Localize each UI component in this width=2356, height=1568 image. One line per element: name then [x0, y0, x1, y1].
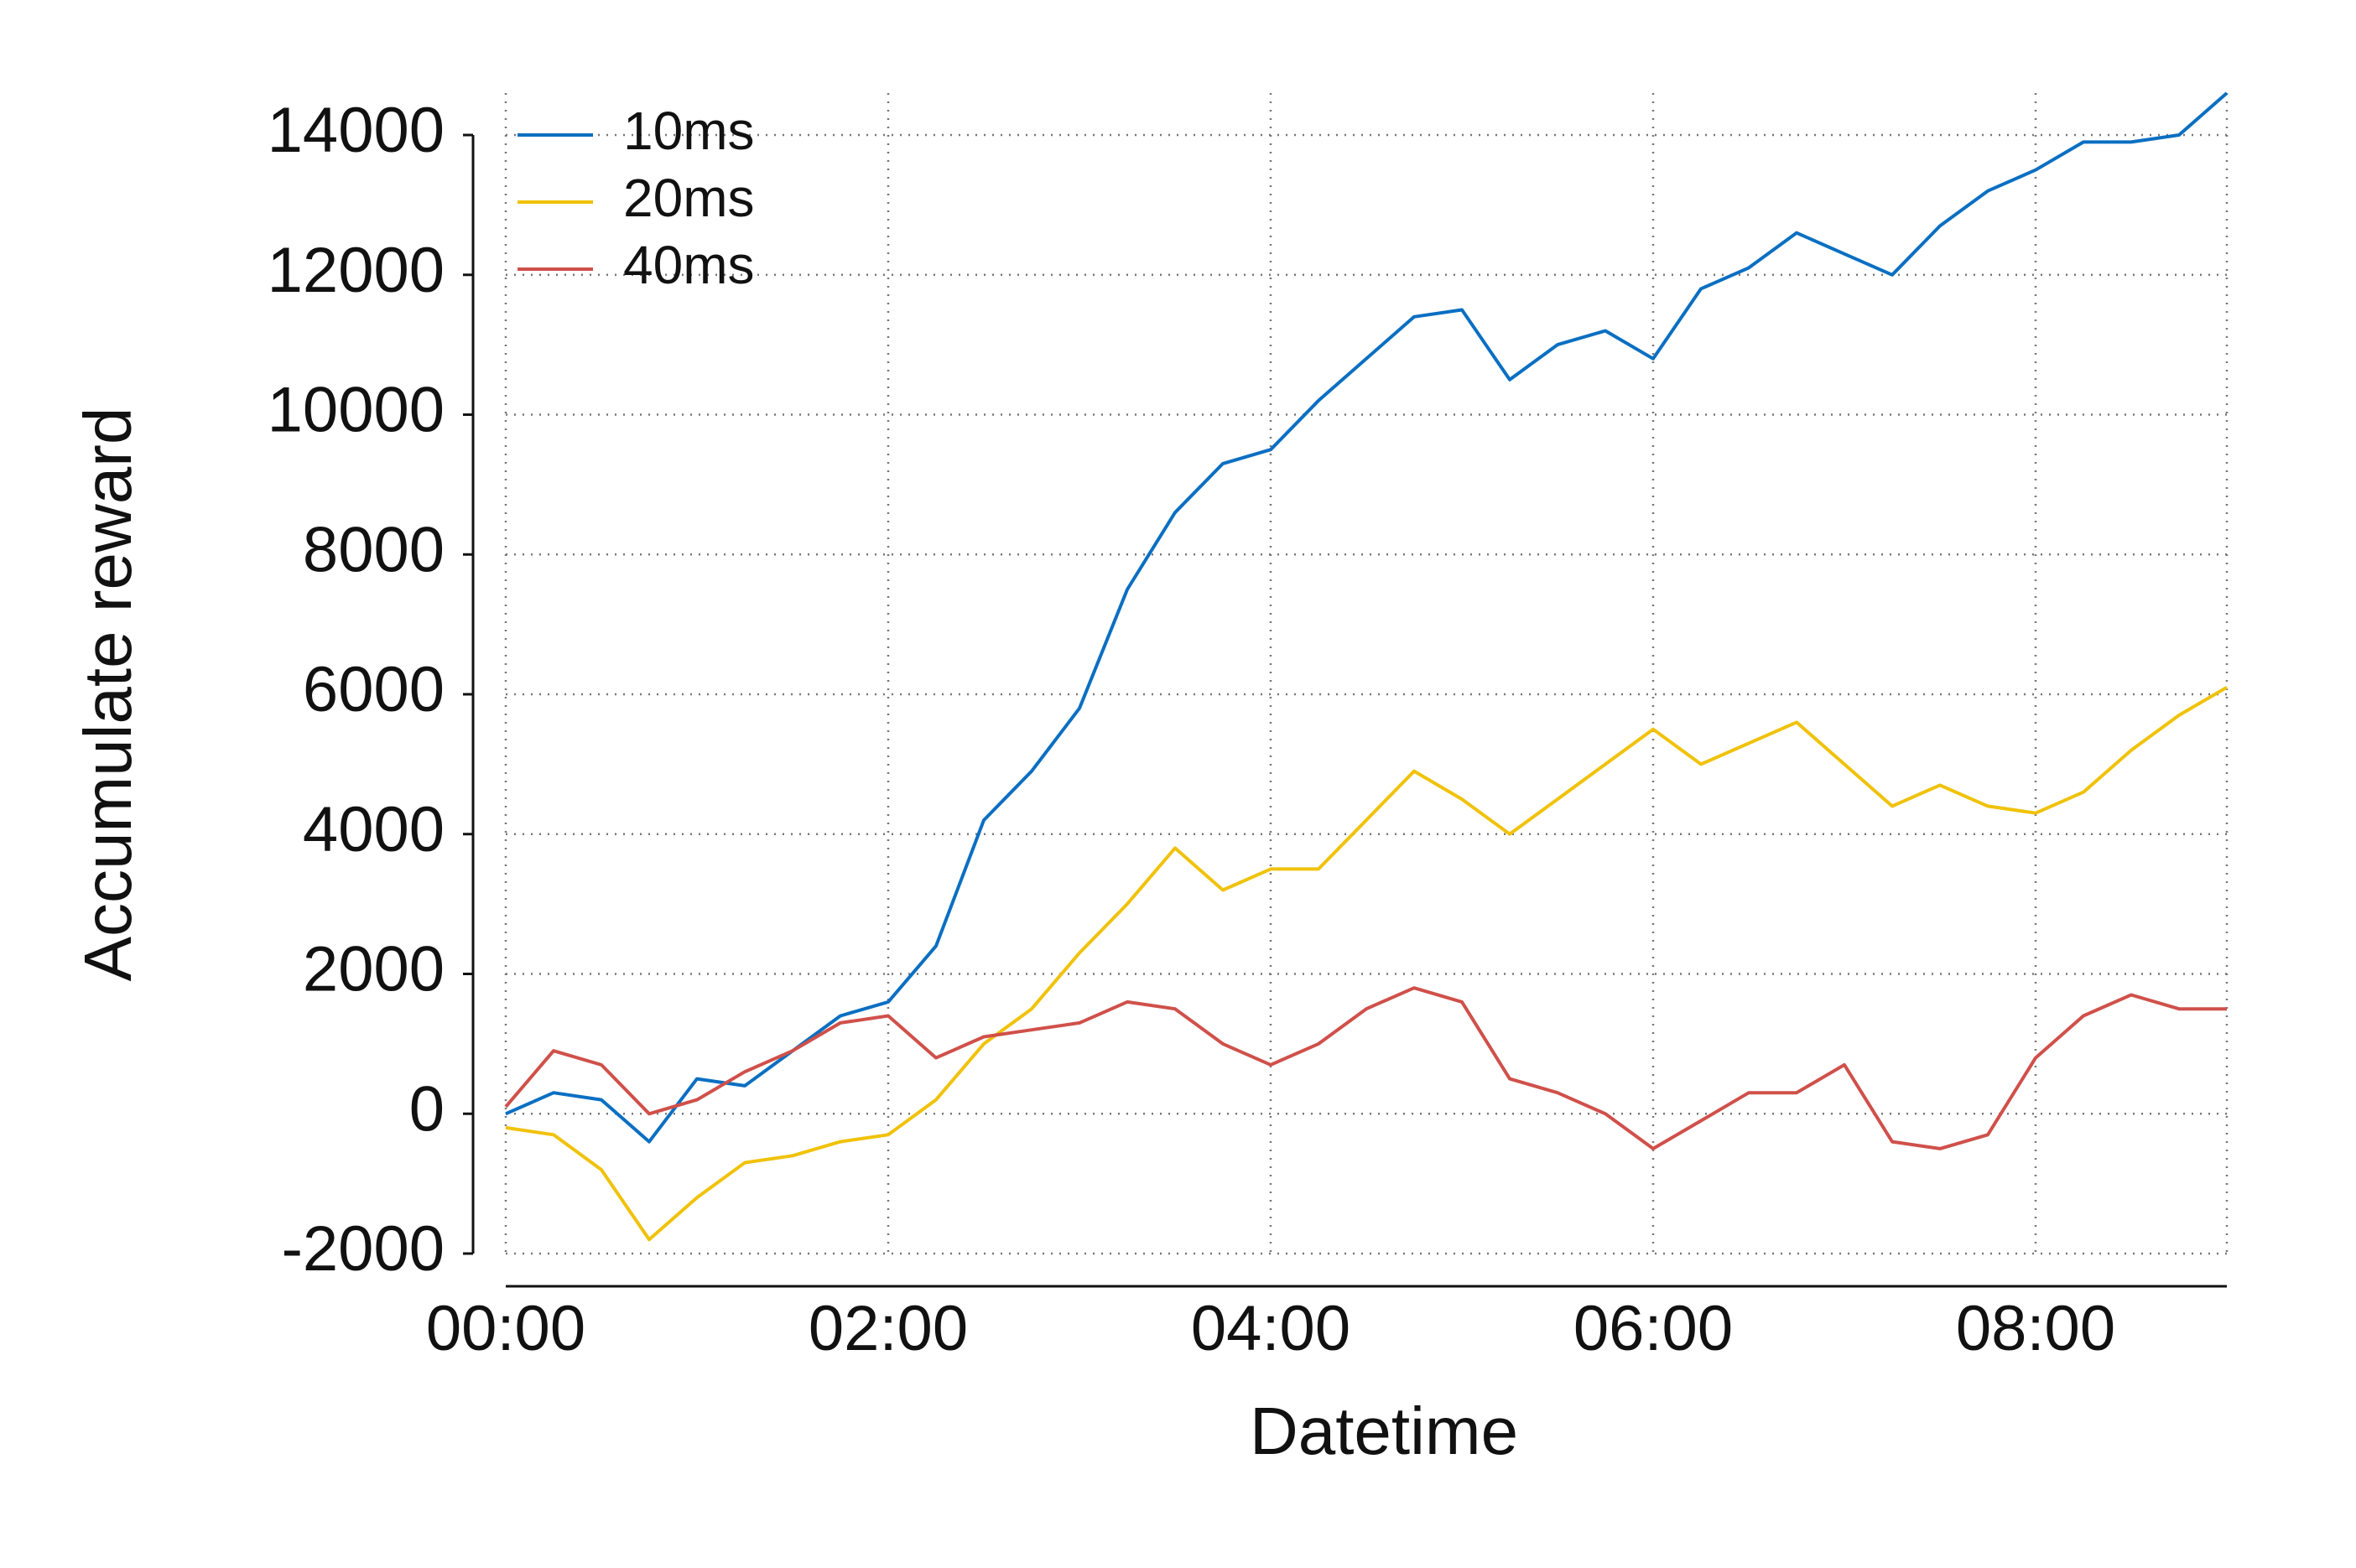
- x-axis-label: Datetime: [1250, 1394, 1518, 1468]
- y-tick-label: 0: [409, 1073, 445, 1145]
- x-tick-label: 02:00: [809, 1293, 968, 1364]
- series-line: [504, 986, 2227, 1150]
- y-tick-label: 8000: [303, 514, 445, 585]
- series-line: [505, 91, 2229, 1144]
- x-tick-label: 06:00: [1573, 1293, 1733, 1364]
- y-tick-label: -2000: [282, 1213, 445, 1285]
- legend-label: 20ms: [623, 168, 755, 228]
- y-tick-label: 12000: [268, 235, 445, 306]
- series-line: [505, 685, 2229, 1242]
- y-axis-label: Accumulate reward: [70, 408, 145, 982]
- y-tick-label: 14000: [268, 95, 445, 166]
- x-tick-label: 08:00: [1956, 1293, 2115, 1364]
- x-tick-label: 04:00: [1191, 1293, 1350, 1364]
- y-tick-label: 4000: [303, 794, 445, 865]
- legend-label: 10ms: [623, 101, 755, 161]
- legend-label: 40ms: [623, 235, 755, 295]
- y-tick-label: 6000: [303, 654, 445, 725]
- y-tick-label: 10000: [268, 375, 445, 446]
- y-tick-label: 2000: [303, 934, 445, 1005]
- x-tick-label: 00:00: [426, 1293, 585, 1364]
